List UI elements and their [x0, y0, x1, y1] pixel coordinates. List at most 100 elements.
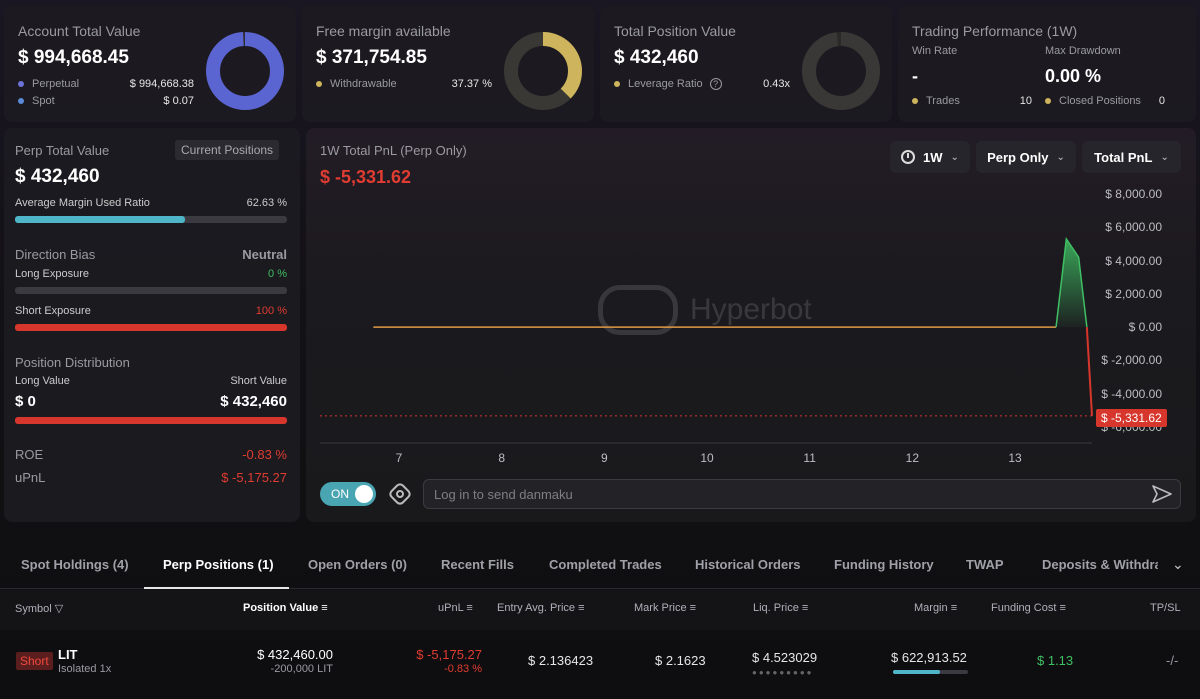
y-tick-label: $ -4,000.00 [1101, 386, 1162, 401]
position-donut-chart [802, 32, 880, 110]
position-value-amount: $ 432,460 [614, 47, 699, 68]
send-icon[interactable] [1152, 485, 1172, 503]
danmaku-input[interactable]: Log in to send danmaku [423, 479, 1181, 509]
tabs-chevron-down-icon[interactable]: ⌄ [1172, 556, 1184, 572]
pnl-positive-line [1055, 236, 1088, 328]
tab-0[interactable]: Spot Holdings (4) [21, 557, 129, 572]
clock-icon [901, 150, 916, 164]
performance-title: Trading Performance (1W) [912, 23, 1078, 39]
col-tpsl: TP/SL [1150, 602, 1181, 614]
sort-icon[interactable]: ≡ [689, 602, 697, 614]
withdrawable-row: Withdrawable 37.37 % [316, 78, 492, 90]
y-tick-label: $ 2,000.00 [1105, 286, 1162, 301]
sort-icon[interactable]: ≡ [578, 602, 585, 614]
closed-dot [1045, 98, 1051, 105]
spot-label: Spot [32, 95, 55, 107]
tab-4[interactable]: Completed Trades [549, 557, 662, 572]
x-tick-label: 13 [1008, 451, 1022, 465]
col-position-value[interactable]: Position Value ≡ [243, 602, 328, 614]
tab-3[interactable]: Recent Fills [441, 557, 514, 572]
col-mark-label: Mark Price [634, 602, 687, 614]
info-icon[interactable]: ? [709, 78, 722, 90]
short-exposure-fill [15, 324, 287, 331]
free-margin-value: $ 371,754.85 [316, 47, 427, 68]
win-rate-label: Win Rate [912, 45, 958, 57]
col-margin-label: Margin [914, 602, 948, 614]
sort-icon[interactable]: ≡ [321, 602, 328, 614]
tab-1[interactable]: Perp Positions (1) [163, 557, 274, 572]
col-liq[interactable]: Liq. Price ≡ [753, 602, 808, 614]
spot-value: $ 0.07 [163, 95, 194, 107]
side-badge: Short [16, 652, 53, 670]
table-row[interactable]: Short LIT Isolated 1x $ 432,460.00 -200,… [0, 632, 1200, 699]
period-selector[interactable]: 1W ⌄ [890, 141, 970, 173]
danmaku-toggle[interactable]: ON [320, 482, 376, 506]
roe-label: ROE [15, 447, 44, 462]
active-tab-indicator [144, 587, 289, 589]
margin-cell-fill [893, 670, 940, 674]
liq-dots: ●●●●●●●●● [752, 668, 814, 677]
filter-icon[interactable]: ▽ [54, 603, 64, 615]
col-upnl[interactable]: uPnL ≡ [438, 602, 473, 614]
upnl-value: $ -5,175.27 [221, 470, 287, 485]
scope-selector[interactable]: Perp Only ⌄ [976, 141, 1076, 173]
perpetual-value: $ 994,668.38 [129, 78, 194, 90]
short-exposure-bar [15, 324, 287, 331]
current-value-text: $ -5,331.62 [1101, 411, 1162, 425]
sort-icon[interactable]: ≡ [801, 602, 809, 614]
x-tick-label: 8 [498, 451, 505, 465]
col-entry[interactable]: Entry Avg. Price ≡ [497, 602, 585, 614]
trades-row: Trades 10 [912, 95, 1032, 107]
perp-total-value: $ 432,460 [15, 166, 100, 187]
account-donut-chart [206, 32, 284, 110]
current-value-tag: $ -5,331.62 [1096, 409, 1167, 427]
long-exposure-bar [15, 287, 287, 294]
col-symbol[interactable]: Symbol ▽ [15, 602, 63, 615]
tab-7[interactable]: TWAP [966, 557, 1004, 572]
col-entry-label: Entry Avg. Price [497, 602, 576, 614]
trades-value: 10 [1019, 95, 1032, 107]
y-tick-label: $ 8,000.00 [1105, 187, 1162, 201]
tab-2[interactable]: Open Orders (0) [308, 557, 407, 572]
toggle-label: ON [331, 487, 349, 501]
chevron-down-icon: ⌄ [1056, 151, 1065, 163]
direction-bias-value: Neutral [242, 247, 287, 262]
free-margin-title: Free margin available [316, 23, 451, 39]
chevron-down-icon: ⌄ [1160, 151, 1169, 163]
toggle-knob [355, 485, 373, 503]
pnl-value: $ -5,331.62 [320, 167, 412, 187]
sort-icon[interactable]: ≡ [1059, 602, 1066, 614]
position-value-card: Total Position Value $ 432,460 Leverage … [600, 6, 892, 122]
long-value-label: Long Value [15, 375, 70, 387]
tab-8[interactable]: Deposits & Withdraw [1042, 557, 1158, 572]
short-value-amount: $ 432,460 [220, 393, 287, 410]
margin-ratio-bar [15, 216, 287, 223]
withdrawable-value: 37.37 % [451, 78, 492, 90]
roe-value: -0.83 % [242, 447, 287, 462]
tab-6[interactable]: Funding History [834, 557, 934, 572]
account-total-value: $ 994,668.45 [18, 47, 129, 68]
margin-ratio-fill [15, 216, 186, 223]
withdrawable-dot [316, 81, 322, 88]
current-positions-badge[interactable]: Current Positions [175, 140, 280, 160]
col-position-value-label: Position Value [243, 602, 319, 614]
watermark-text: Hyperbot [690, 293, 812, 326]
col-margin[interactable]: Margin ≡ [914, 602, 957, 614]
trades-dot [912, 98, 918, 105]
sort-icon[interactable]: ≡ [950, 602, 958, 614]
x-tick-label: 7 [395, 451, 403, 465]
coin-symbol[interactable]: LIT [58, 647, 78, 662]
col-upnl-label: uPnL [438, 602, 464, 614]
metric-selector[interactable]: Total PnL ⌄ [1082, 141, 1181, 173]
sort-icon[interactable]: ≡ [466, 602, 473, 614]
perpetual-dot [18, 81, 24, 88]
tab-5[interactable]: Historical Orders [695, 557, 801, 572]
col-funding[interactable]: Funding Cost ≡ [991, 602, 1066, 614]
position-size-cell: -200,000 LIT [270, 663, 333, 675]
tpsl-cell[interactable]: -/- [1166, 653, 1179, 668]
upnl-pct-cell: -0.83 % [444, 663, 482, 675]
margin-mode: Isolated 1x [58, 663, 112, 675]
col-mark[interactable]: Mark Price ≡ [634, 602, 696, 614]
funding-cost-cell: $ 1.13 [1037, 653, 1074, 668]
period-value: 1W [923, 149, 943, 165]
